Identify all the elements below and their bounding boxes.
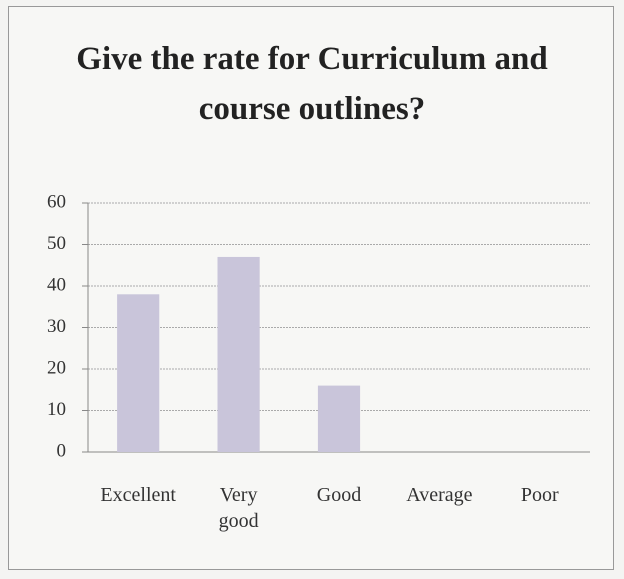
x-tick-label: Very good	[218, 484, 259, 532]
bar	[117, 294, 160, 452]
chart-title: Give the rate for Curriculum and course …	[76, 41, 548, 127]
y-tick-label: 40	[47, 274, 66, 295]
bar	[317, 385, 361, 452]
y-tick-label: 10	[47, 399, 66, 420]
chart-frame	[8, 6, 614, 570]
x-tick-label: Good	[316, 484, 362, 506]
y-tick-label: 60	[47, 191, 66, 212]
x-tick-label: Average	[406, 484, 473, 506]
y-tick-label: 20	[47, 357, 66, 378]
x-tick-label: Poor	[520, 484, 559, 506]
y-tick-label: 50	[47, 233, 66, 254]
y-tick-label: 0	[57, 440, 67, 461]
y-tick-label: 30	[47, 316, 66, 337]
bar	[217, 256, 260, 452]
x-tick-label: Excellent	[100, 484, 176, 506]
